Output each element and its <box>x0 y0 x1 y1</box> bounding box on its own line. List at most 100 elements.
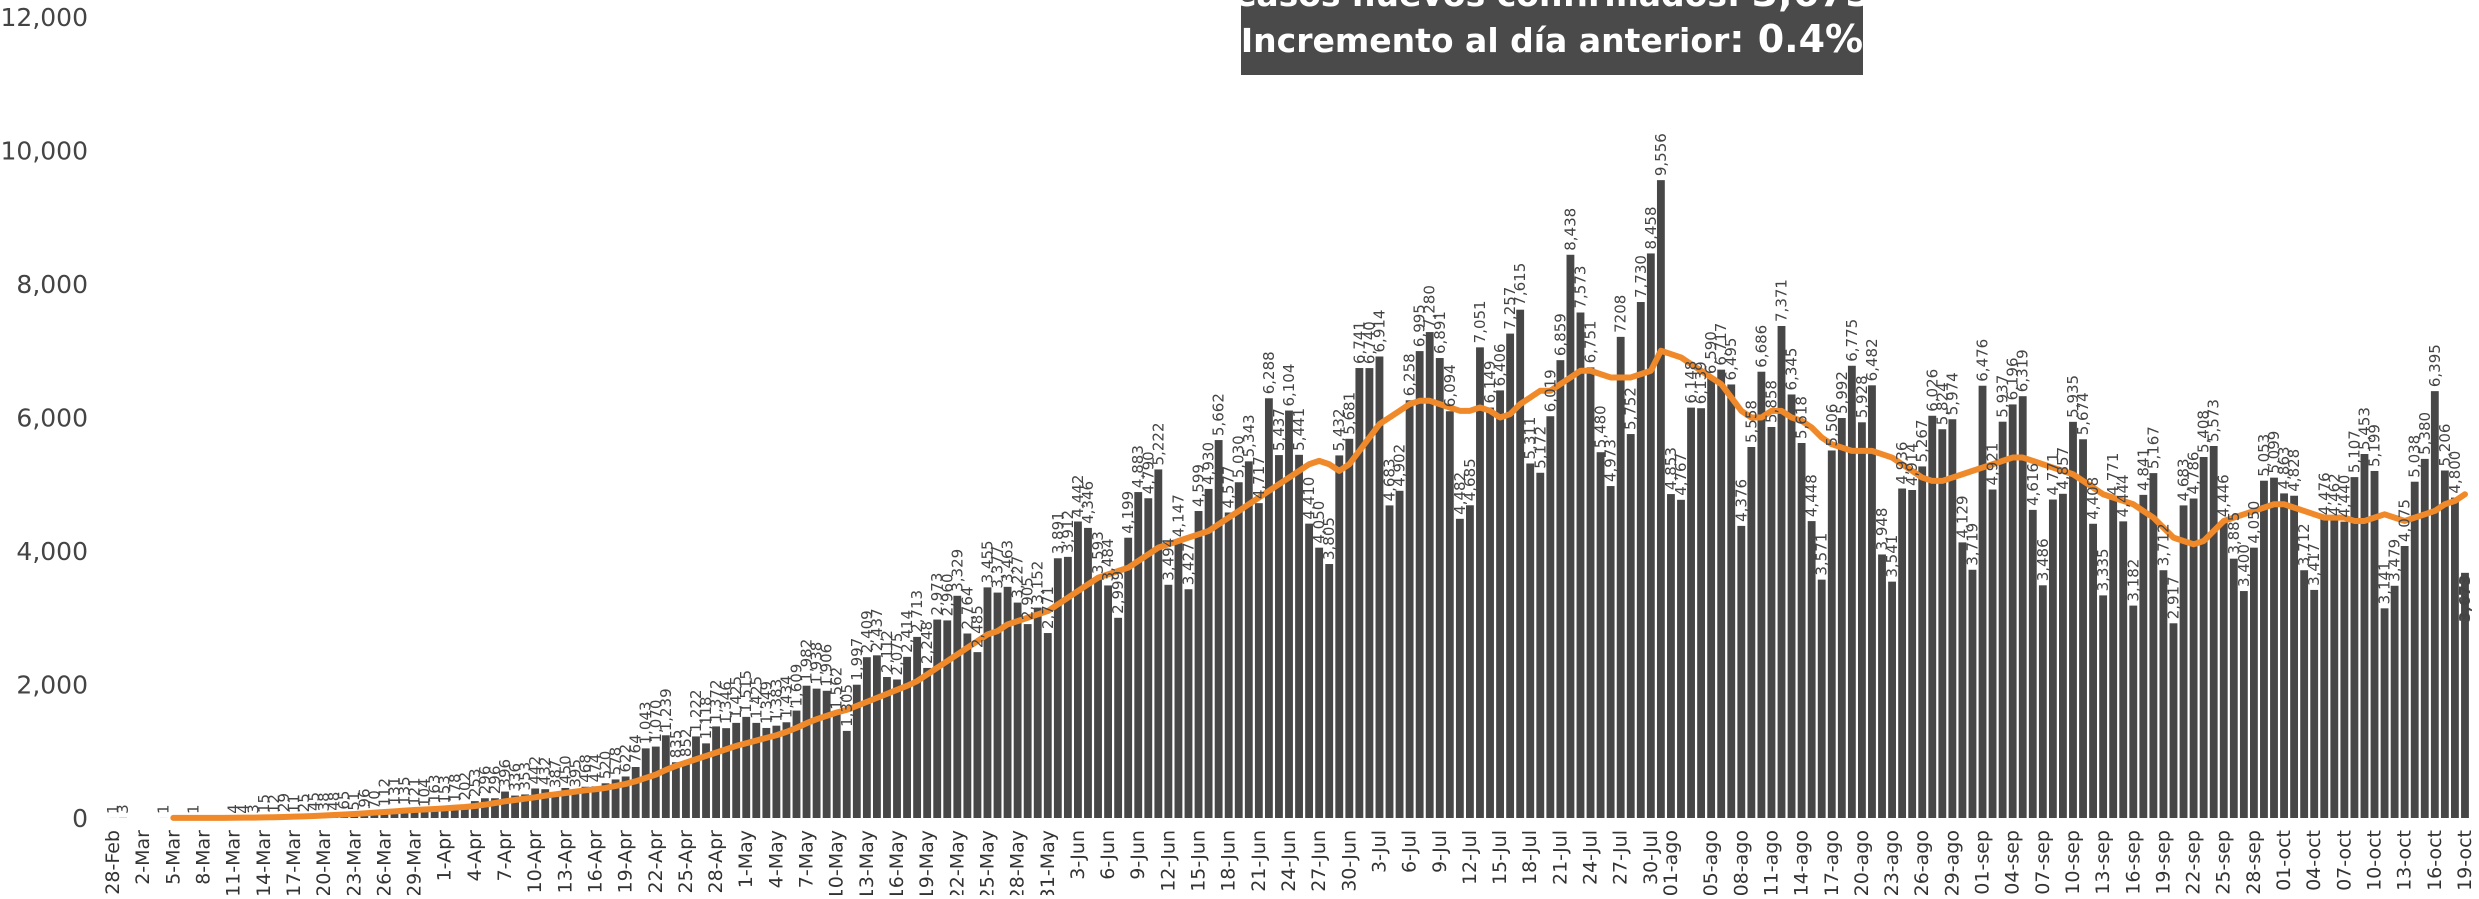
value-label: 2,771 <box>1039 586 1057 629</box>
bar <box>1466 505 1474 818</box>
bar <box>2451 498 2459 818</box>
x-tick-label: 13-oct <box>2394 830 2416 891</box>
x-tick-label: 2-Mar <box>132 830 154 885</box>
value-label: 6,258 <box>1401 353 1419 396</box>
bar <box>1677 500 1685 818</box>
x-tick-label: 19-sep <box>2152 830 2174 895</box>
value-label: 4,147 <box>1169 494 1187 537</box>
x-tick-label: 27-Jul <box>1610 830 1632 885</box>
value-label: 2,248 <box>918 621 936 664</box>
x-tick-label: 31-May <box>1037 830 1059 895</box>
value-label: 3,571 <box>1813 533 1831 576</box>
bar <box>1506 334 1514 818</box>
value-label: 5,674 <box>2074 392 2092 435</box>
bar <box>1074 521 1082 818</box>
bar <box>2270 478 2278 818</box>
bar <box>1768 427 1776 818</box>
bar <box>1838 418 1846 818</box>
value-label: 5,681 <box>1340 392 1358 435</box>
value-label: 6,104 <box>1280 364 1298 407</box>
bar <box>1396 491 1404 818</box>
x-tick-label: 22-sep <box>2183 830 2205 895</box>
x-tick-label: 04-sep <box>2002 830 2024 895</box>
x-tick-label: 21-Jul <box>1549 830 1571 885</box>
bar <box>1647 253 1655 818</box>
bar <box>923 668 931 818</box>
bar <box>1134 492 1142 818</box>
x-tick-label: 6-Jun <box>1097 830 1119 880</box>
x-tick-label: 05-ago <box>1700 830 1722 895</box>
bar <box>1818 580 1826 818</box>
bar <box>2441 470 2449 818</box>
value-label: 4,973 <box>1602 439 1620 482</box>
value-label: 8,438 <box>1561 208 1579 251</box>
y-tick-label: 6,000 <box>16 404 88 433</box>
bar <box>1737 526 1745 818</box>
x-tick-label: 11-ago <box>1760 830 1782 895</box>
x-tick-label: 3-Jun <box>1067 830 1089 880</box>
bar <box>1436 358 1444 818</box>
value-label: 7,371 <box>1773 279 1791 322</box>
x-tick-label: 10-sep <box>2062 830 2084 895</box>
value-label: 4,346 <box>1079 481 1097 524</box>
value-label: 3,182 <box>2124 559 2142 602</box>
bar <box>531 788 539 818</box>
value-label: 6,345 <box>1783 348 1801 391</box>
bar <box>2381 608 2389 818</box>
value-label: 9,556 <box>1652 133 1670 176</box>
bar <box>742 717 750 818</box>
bar <box>1024 624 1032 818</box>
bar <box>2280 493 2288 818</box>
bar <box>2230 559 2238 818</box>
value-label: 3,417 <box>2305 543 2323 586</box>
value-label: 6,775 <box>1843 319 1861 362</box>
x-tick-label: 13-May <box>856 830 878 895</box>
bar <box>1164 585 1172 818</box>
bar <box>2109 500 2117 818</box>
bar <box>2300 570 2308 818</box>
value-label: 3,494 <box>1159 538 1177 581</box>
bar <box>1144 498 1152 818</box>
bar <box>1928 416 1936 818</box>
value-label: 6,288 <box>1260 351 1278 394</box>
bar <box>1878 554 1886 818</box>
y-tick-label: 2,000 <box>16 671 88 700</box>
bar <box>1657 180 1665 818</box>
x-tick-label: 7-May <box>796 830 818 888</box>
bar <box>893 679 901 818</box>
bar <box>652 747 660 818</box>
x-tick-label: 01-ago <box>1660 830 1682 895</box>
x-tick-label: 14-Mar <box>253 830 275 895</box>
value-label: 6,482 <box>1863 338 1881 381</box>
bar <box>2129 606 2137 818</box>
bar <box>1989 490 1997 818</box>
x-tick-label: 21-Jun <box>1248 830 1270 892</box>
value-label: 6,094 <box>1441 364 1459 407</box>
value-label: 3,329 <box>948 549 966 592</box>
bar <box>1325 564 1333 818</box>
bar <box>2099 595 2107 818</box>
x-tick-label: 16-May <box>886 830 908 895</box>
value-label: 4,902 <box>1391 444 1409 487</box>
x-tick-label: 28-May <box>1007 830 1029 895</box>
bar <box>1094 578 1102 818</box>
y-tick-label: 0 <box>72 804 88 833</box>
bar <box>1235 482 1243 818</box>
value-label: 4,199 <box>1119 491 1137 534</box>
value-label: 6,476 <box>1974 339 1992 382</box>
x-tick-label: 5-Mar <box>162 830 184 885</box>
value-label: 7,615 <box>1511 263 1529 306</box>
bar <box>1245 461 1253 818</box>
bar <box>2401 546 2409 818</box>
value-label: 2,999 <box>1109 571 1127 614</box>
bar <box>1546 416 1554 818</box>
value-label: 5,380 <box>2416 412 2434 455</box>
x-tick-label: 9-Jul <box>1429 830 1451 873</box>
x-tick-label: 01-oct <box>2273 830 2295 891</box>
bar <box>1556 360 1564 818</box>
x-tick-label: 7-Apr <box>494 830 516 882</box>
y-tick-label: 10,000 <box>1 137 88 166</box>
bar <box>903 657 911 818</box>
x-tick-label: 12-Jun <box>1157 830 1179 892</box>
